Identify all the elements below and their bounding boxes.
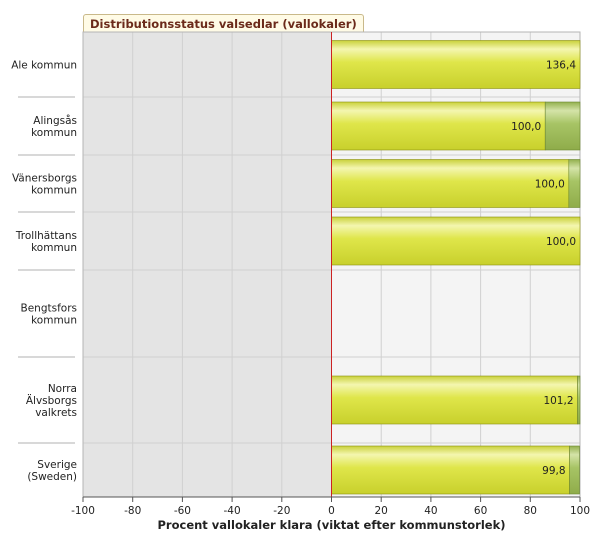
x-tick-label: 80: [524, 505, 537, 517]
category-label: Alingsås: [33, 114, 77, 127]
category-label: kommun: [31, 185, 77, 197]
bar-segment-green: [569, 445, 580, 495]
data-label: 100,0: [546, 236, 576, 248]
category-label: Norra: [48, 383, 77, 395]
bar: [331, 445, 570, 495]
category-label: Vänersborgs: [12, 173, 77, 185]
category-label: kommun: [31, 242, 77, 254]
data-label: 99,8: [542, 465, 565, 477]
x-tick-label: 20: [375, 505, 388, 517]
x-tick-label: -20: [273, 505, 290, 517]
x-tick-label: 60: [474, 505, 487, 517]
bar-segment-green: [577, 375, 581, 425]
category-label: kommun: [31, 127, 77, 139]
bar-segment-green: [544, 101, 581, 151]
category-label: Ale kommun: [11, 60, 77, 72]
x-tick-label: 40: [424, 505, 437, 517]
category-label: Bengtsfors: [21, 303, 77, 315]
x-tick-label: -80: [124, 505, 141, 517]
bar: [331, 375, 578, 425]
data-label: 100,0: [535, 179, 565, 191]
bar: [331, 216, 581, 266]
category-label: Älvsborgs: [26, 394, 77, 407]
data-label: 101,2: [543, 395, 573, 407]
bar: [331, 159, 570, 208]
bar: [331, 40, 581, 89]
bar-segment-green: [568, 159, 581, 208]
x-axis-title: Procent vallokaler klara (viktat efter k…: [158, 518, 506, 532]
category-label: kommun: [31, 315, 77, 327]
data-label: 100,0: [511, 121, 541, 133]
category-label: (Sweden): [27, 471, 77, 483]
x-tick-label: -60: [174, 505, 191, 517]
plot-background-negative: [83, 32, 332, 497]
chart-title: Distributionsstatus valsedlar (vallokale…: [83, 14, 364, 33]
x-tick-label: 0: [328, 505, 335, 517]
bar: [331, 101, 546, 151]
category-label: Sverige: [37, 459, 77, 471]
data-label: 136,4: [546, 60, 576, 72]
x-tick-label: 100: [570, 505, 590, 517]
x-tick-label: -40: [224, 505, 241, 517]
x-tick-label: -100: [71, 505, 95, 517]
category-label: valkrets: [35, 407, 77, 419]
category-label: Trollhättans: [15, 230, 77, 242]
